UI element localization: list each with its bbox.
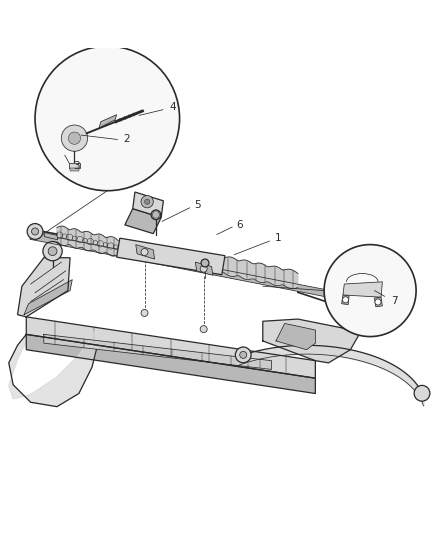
Circle shape — [414, 385, 430, 401]
Polygon shape — [26, 334, 315, 393]
Polygon shape — [30, 232, 343, 300]
Circle shape — [324, 245, 416, 336]
Circle shape — [343, 305, 349, 311]
Circle shape — [240, 351, 247, 358]
Polygon shape — [9, 327, 96, 407]
Polygon shape — [99, 115, 117, 128]
Polygon shape — [276, 324, 315, 350]
Text: 4: 4 — [170, 102, 177, 111]
Polygon shape — [195, 262, 213, 275]
Polygon shape — [117, 238, 225, 274]
Circle shape — [141, 248, 148, 255]
Circle shape — [27, 223, 43, 239]
Circle shape — [61, 125, 88, 151]
Circle shape — [141, 310, 148, 317]
Circle shape — [141, 196, 153, 208]
Text: 5: 5 — [194, 200, 201, 210]
Circle shape — [151, 210, 161, 220]
Circle shape — [43, 241, 62, 261]
Polygon shape — [263, 319, 359, 363]
Circle shape — [200, 326, 207, 333]
Polygon shape — [133, 192, 163, 217]
FancyBboxPatch shape — [69, 163, 80, 168]
Polygon shape — [57, 226, 118, 256]
Text: 3: 3 — [73, 161, 80, 171]
Text: 2: 2 — [124, 134, 131, 144]
Polygon shape — [343, 282, 382, 297]
Text: 1: 1 — [275, 233, 282, 243]
Polygon shape — [44, 232, 58, 240]
Polygon shape — [342, 295, 349, 304]
Circle shape — [201, 259, 209, 267]
Circle shape — [68, 132, 81, 144]
Polygon shape — [223, 257, 298, 289]
Circle shape — [343, 297, 349, 303]
Circle shape — [339, 301, 353, 315]
Circle shape — [235, 347, 251, 363]
Polygon shape — [125, 209, 161, 233]
Circle shape — [32, 228, 39, 235]
Circle shape — [35, 46, 180, 191]
Circle shape — [48, 247, 57, 255]
Polygon shape — [18, 258, 70, 317]
Polygon shape — [44, 334, 272, 369]
Polygon shape — [26, 317, 315, 378]
Circle shape — [375, 299, 381, 305]
Polygon shape — [24, 280, 72, 314]
Circle shape — [200, 265, 207, 272]
Circle shape — [145, 199, 150, 204]
Text: 6: 6 — [237, 220, 244, 230]
Polygon shape — [136, 245, 155, 259]
FancyBboxPatch shape — [70, 168, 79, 172]
Polygon shape — [374, 297, 382, 307]
Text: 7: 7 — [391, 296, 398, 305]
